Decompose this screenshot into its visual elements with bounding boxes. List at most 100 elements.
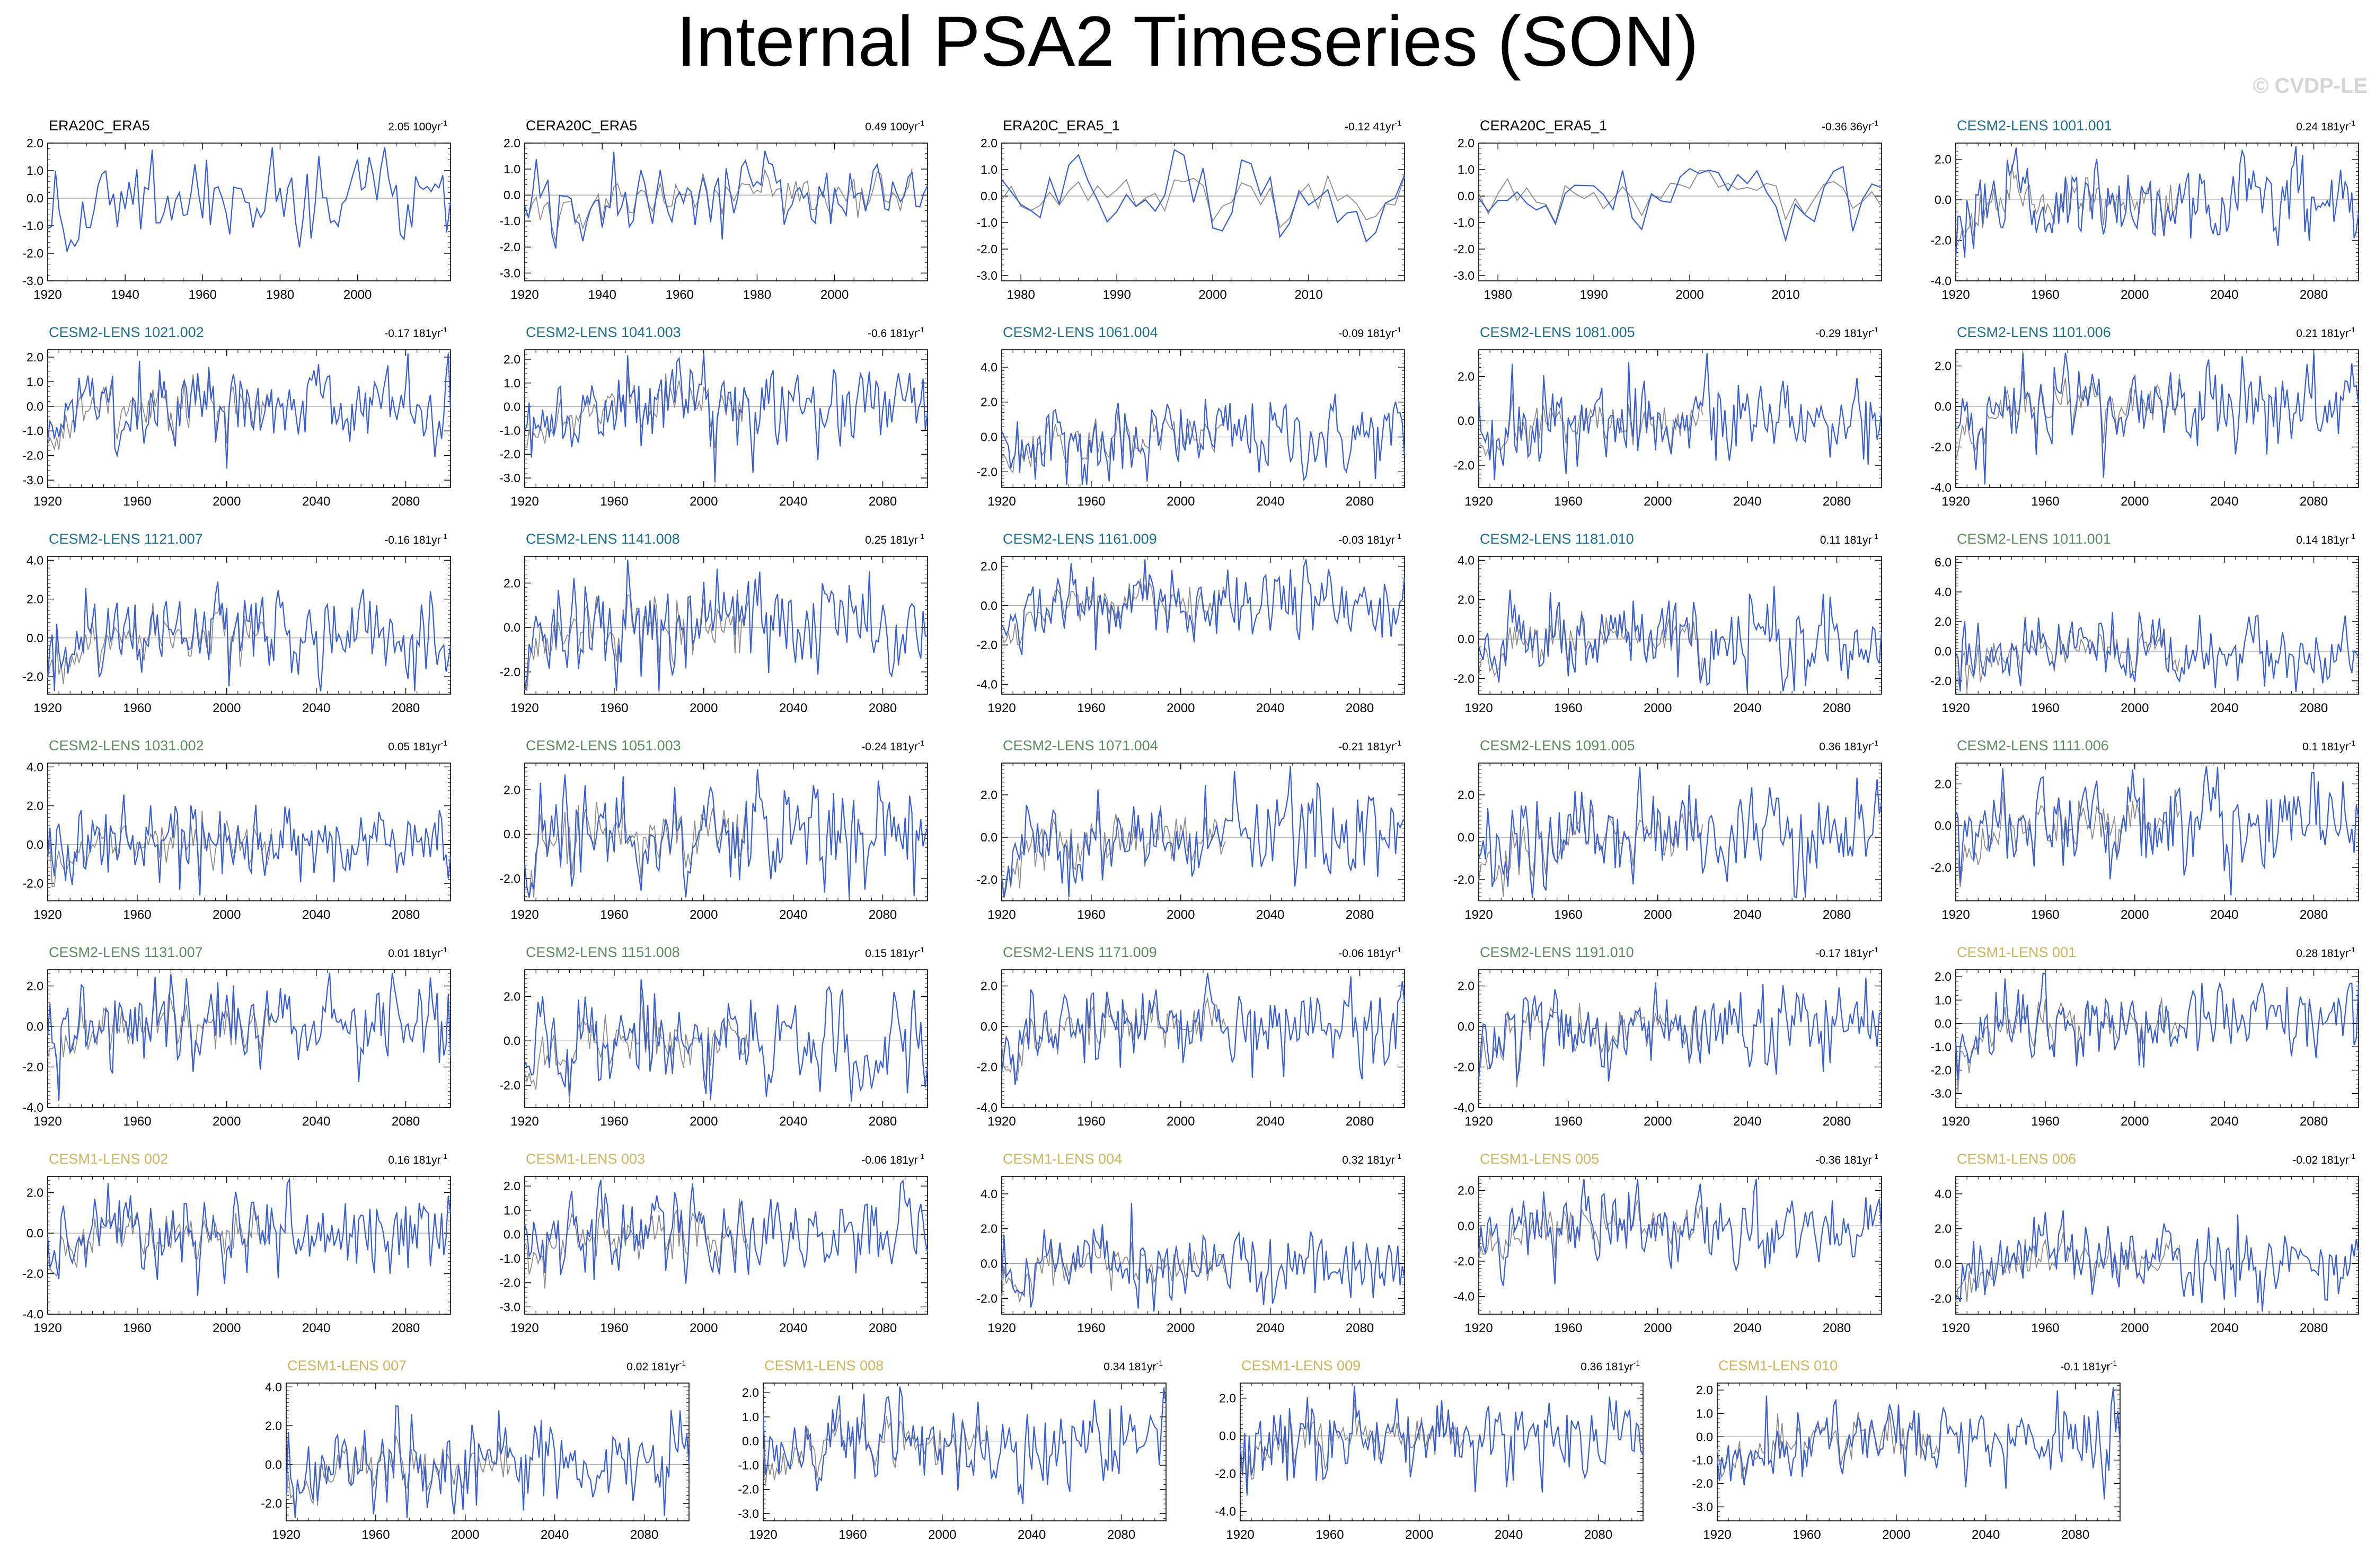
y-tick-label: 0.0 (1219, 1429, 1236, 1443)
x-tick-label: 1960 (2031, 1114, 2059, 1129)
x-tick-label: 2000 (2121, 1321, 2149, 1335)
trend-label: 0.15 181yr-1 (865, 945, 924, 960)
x-tick-label: 1960 (2031, 288, 2059, 302)
plot-frame (1955, 349, 2359, 488)
x-tick-label: 1920 (33, 1321, 61, 1335)
y-tick-label: 2.0 (1696, 1383, 1713, 1397)
y-tick-label: 1.0 (504, 376, 520, 390)
y-tick-label: 2.0 (504, 576, 520, 590)
x-tick-label: 2040 (1256, 494, 1284, 509)
y-tick-label: -2.0 (22, 1060, 43, 1074)
x-tick-label: 2040 (1733, 701, 1761, 715)
x-tick-label: 1920 (33, 1114, 61, 1129)
trend-label: -0.02 181yr-1 (2292, 1152, 2355, 1166)
y-tick-label: 1.0 (27, 164, 43, 178)
x-tick-label: 2000 (213, 1114, 241, 1129)
plot-frame (47, 349, 451, 488)
x-tick-label: 1920 (1703, 1528, 1731, 1542)
y-tick-label: 2.0 (1458, 593, 1475, 607)
x-tick-label: 1990 (1102, 288, 1131, 302)
panel-series-label: CESM2-LENS 1131.007 (49, 944, 203, 960)
x-tick-label: 1990 (1579, 288, 1608, 302)
y-tick-label: 4.0 (981, 1187, 997, 1201)
panel-cesm2-lens-1011-001: 1920 1960 2000 2040 2080 6.0 4.0 2.0 0.0 -2.0 CESM… (1930, 531, 2359, 715)
trend-label: 0.1 181yr-1 (2302, 739, 2355, 753)
x-tick-label: 2040 (1256, 1114, 1284, 1129)
y-tick-label: -2.0 (22, 449, 43, 463)
panel-cesm2-lens-1181-010: 1920 1960 2000 2040 2080 4.0 2.0 0.0 -2.0 CESM2-L… (1453, 531, 1883, 715)
y-tick-label: -2.0 (22, 246, 43, 260)
y-tick-label: 2.0 (504, 352, 520, 366)
x-tick-label: 1940 (111, 288, 139, 302)
y-tick-label: 2.0 (981, 560, 997, 573)
y-tick-label: -1.0 (1692, 1453, 1713, 1467)
x-tick-label: 1920 (510, 1321, 538, 1335)
x-tick-label: 2040 (2210, 908, 2238, 922)
x-tick-label: 2040 (779, 701, 807, 715)
x-tick-label: 1920 (1941, 1321, 1970, 1335)
y-tick-label: 1.0 (742, 1410, 759, 1424)
x-tick-label: 2040 (2210, 1321, 2238, 1335)
plot-frame (763, 1383, 1167, 1521)
x-tick-label: 2000 (451, 1528, 479, 1542)
y-tick-label: 4.0 (1935, 585, 1952, 599)
y-tick-label: -1.0 (22, 424, 43, 438)
y-tick-label: -2.0 (499, 240, 520, 254)
x-tick-label: 1920 (1226, 1528, 1254, 1542)
model-series-line (1001, 766, 1405, 898)
panel-cesm2-lens-1101-006: 1920 1960 2000 2040 2080 2.0 0.0 -2.0 -4.0 CESM2-… (1930, 324, 2360, 509)
model-series-line (1001, 559, 1406, 655)
x-tick-label: 2040 (1733, 1114, 1761, 1129)
model-series-line (1955, 972, 2360, 1080)
x-tick-label: 1960 (666, 288, 694, 302)
panel-series-label: CESM1-LENS 006 (1957, 1151, 2076, 1167)
y-tick-label: -2.0 (1453, 671, 1475, 685)
panel-series-label: CESM2-LENS 1031.002 (49, 738, 204, 754)
y-tick-label: 4.0 (265, 1380, 282, 1394)
y-tick-label: 2.0 (1935, 777, 1952, 791)
x-tick-label: 2080 (2300, 1321, 2328, 1335)
trend-label: 0.32 181yr-1 (1342, 1152, 1401, 1166)
x-tick-label: 1920 (33, 908, 61, 922)
x-tick-label: 2040 (302, 908, 330, 922)
x-tick-label: 1920 (1941, 701, 1970, 715)
y-tick-label: 2.0 (27, 592, 43, 606)
panel-cesm2-lens-1061-004: 1920 1960 2000 2040 2080 4.0 2.0 0.0 -2.0 CESM2-L… (976, 324, 1406, 509)
trend-label: 0.34 181yr-1 (1103, 1359, 1163, 1373)
x-tick-label: 1960 (2031, 908, 2059, 922)
x-tick-label: 2000 (1644, 1321, 1672, 1335)
y-tick-label: 0.0 (1935, 644, 1952, 658)
y-tick-label: -4.0 (1215, 1504, 1236, 1518)
panel-series-label: CESM1-LENS 001 (1957, 944, 2076, 960)
x-tick-label: 1960 (123, 494, 151, 509)
trend-label: -0.21 181yr-1 (1338, 739, 1401, 753)
x-tick-label: 1960 (600, 701, 628, 715)
x-tick-label: 2000 (343, 288, 372, 302)
y-tick-label: -2.0 (1930, 234, 1952, 247)
y-tick-label: -2.0 (1453, 1060, 1475, 1074)
panel-cesm2-lens-1091-005: 1920 1960 2000 2040 2080 2.0 0.0 -2.0 CESM2-LENS… (1453, 738, 1883, 922)
panel-series-label: CESM2-LENS 1021.002 (49, 324, 204, 340)
y-tick-label: 0.0 (1696, 1430, 1713, 1443)
trend-label: 0.02 181yr-1 (626, 1359, 686, 1373)
y-tick-label: 0.0 (504, 621, 520, 634)
y-tick-label: 4.0 (1935, 1187, 1952, 1201)
panel-cesm1-lens-007: 1920 1960 2000 2040 2080 4.0 2.0 0.0 -2.0 CESM1-L… (261, 1358, 690, 1542)
y-tick-label: 0.0 (1935, 400, 1952, 413)
model-series-line (1478, 353, 1883, 480)
y-tick-label: -3.0 (499, 471, 520, 485)
observed-series-line (1001, 410, 1226, 474)
observed-series-line (524, 802, 749, 898)
y-tick-label: -2.0 (1930, 1063, 1952, 1077)
x-tick-label: 2040 (1733, 908, 1761, 922)
model-series-line (1478, 586, 1883, 692)
model-series-line (1716, 1387, 2121, 1500)
y-tick-label: 2.0 (981, 979, 997, 993)
x-tick-label: 1920 (987, 494, 1016, 509)
y-tick-label: 0.0 (1458, 189, 1475, 203)
y-tick-label: 0.0 (981, 1257, 997, 1271)
y-tick-label: -2.0 (976, 242, 997, 256)
y-tick-label: 0.0 (981, 1020, 997, 1033)
x-tick-label: 2000 (1167, 494, 1195, 509)
x-tick-label: 2040 (2210, 288, 2238, 302)
